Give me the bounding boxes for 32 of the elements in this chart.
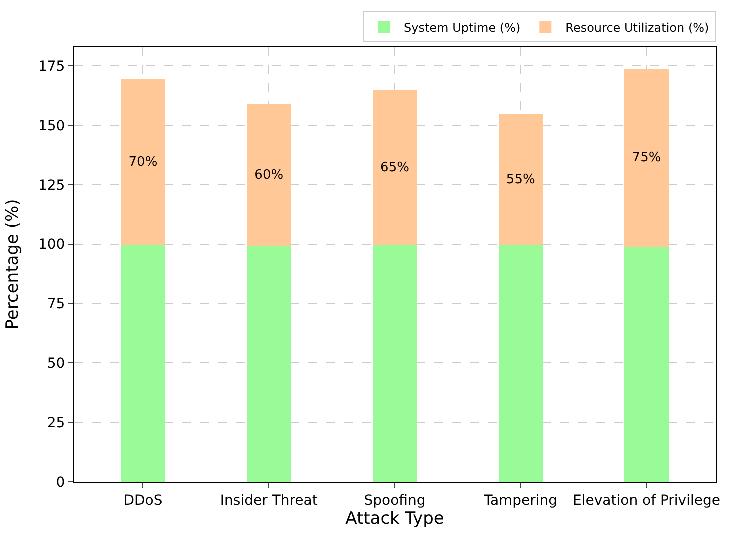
- x-tick-label: Tampering: [483, 492, 558, 509]
- x-tick-label: Elevation of Privilege: [573, 492, 720, 509]
- bar: [624, 247, 669, 482]
- data-label: 65%: [380, 160, 410, 176]
- bar: [121, 245, 166, 482]
- bar: [498, 114, 543, 246]
- bar: [247, 104, 292, 247]
- legend-label: System Uptime (%): [404, 20, 521, 35]
- x-tick-label: Spoofing: [364, 492, 426, 509]
- y-tick-label: 150: [38, 118, 66, 134]
- data-label: 75%: [632, 150, 662, 166]
- x-tick-label: DDoS: [124, 492, 163, 509]
- y-tick-label: 0: [56, 474, 66, 491]
- legend-label: Resource Utilization (%): [566, 20, 710, 35]
- y-tick-label: 50: [47, 356, 66, 372]
- bar: [498, 245, 543, 482]
- y-tick-label: 25: [47, 415, 66, 432]
- y-tick-label: 175: [38, 58, 66, 75]
- y-tick-label: 75: [47, 296, 66, 313]
- data-label: 60%: [254, 168, 284, 183]
- bar: [372, 245, 418, 482]
- x-tick-label: Insider Threat: [220, 492, 318, 509]
- bar: [121, 79, 166, 246]
- data-label: 55%: [506, 172, 536, 188]
- data-label: 70%: [128, 154, 158, 170]
- bar: [372, 90, 418, 246]
- y-tick-label: 125: [38, 178, 66, 194]
- bar: [624, 68, 669, 248]
- bar: [247, 246, 292, 482]
- y-axis-title: Percentage (%): [3, 199, 24, 330]
- y-tick-label: 100: [38, 237, 66, 254]
- x-axis-title: Attack Type: [346, 508, 444, 529]
